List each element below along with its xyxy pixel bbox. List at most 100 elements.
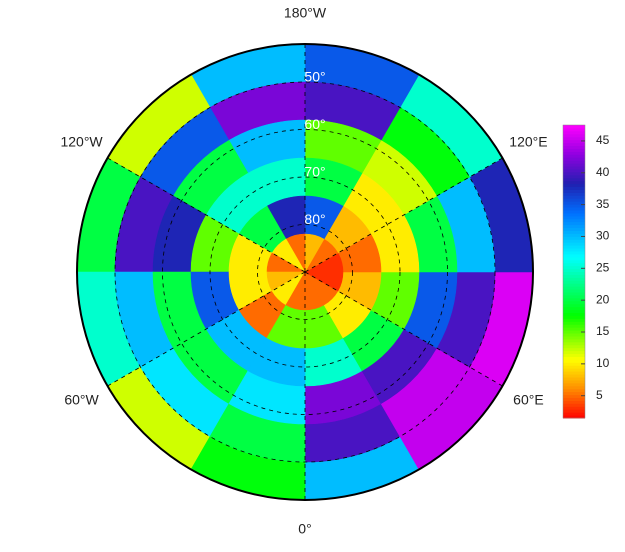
colorbar-step <box>563 365 585 369</box>
colorbar-step <box>563 148 585 152</box>
colorbar-step <box>563 297 585 302</box>
grid-cell <box>285 270 306 311</box>
colorbar-tick-label: 10 <box>596 356 610 370</box>
colorbar-step <box>563 350 585 355</box>
colorbar-step <box>563 371 585 375</box>
colorbar-tick-label: 30 <box>596 229 610 243</box>
colorbar-step <box>563 236 585 240</box>
colorbar-step <box>563 127 585 132</box>
latitude-circle <box>209 176 401 368</box>
colorbar-step <box>563 391 585 396</box>
longitude-label: 120°E <box>509 134 547 150</box>
colorbar-step <box>563 289 585 293</box>
colorbar-step <box>563 136 585 141</box>
meridian-line <box>107 157 306 273</box>
colorbar-step <box>563 262 585 267</box>
latitude-circle <box>114 81 496 463</box>
colorbar-step <box>563 198 585 202</box>
colorbar-step <box>563 374 585 378</box>
latitude-circle <box>162 129 448 415</box>
colorbar-step <box>563 382 585 387</box>
colorbar-step <box>563 145 585 149</box>
colorbar-step <box>563 312 585 316</box>
meridian-line <box>304 157 503 273</box>
latitude-label: 60° <box>304 116 325 132</box>
colorbar-step <box>563 253 585 258</box>
colorbar-step <box>563 385 585 390</box>
colorbar-step <box>563 362 585 366</box>
colorbar-frame <box>562 124 586 419</box>
colorbar-step <box>563 189 585 193</box>
colorbar-step <box>563 256 585 261</box>
colorbar-step <box>563 207 585 211</box>
colorbar-step <box>563 192 585 196</box>
colorbar-step <box>563 376 585 381</box>
colorbar-step <box>563 303 585 308</box>
longitude-label: 60°E <box>513 392 544 408</box>
colorbar-step <box>563 166 585 170</box>
colorbar-step <box>563 230 585 234</box>
colorbar-step <box>563 318 585 322</box>
colorbar-step <box>563 227 585 231</box>
map-border <box>76 43 534 501</box>
colorbar-step <box>563 315 585 319</box>
colorbar-step <box>563 218 585 223</box>
colorbar-step <box>563 212 585 217</box>
colorbar-step <box>563 321 585 325</box>
colorbar-step <box>563 292 585 296</box>
colorbar-tick-label: 20 <box>596 292 610 306</box>
meridian-line <box>304 271 503 387</box>
colorbar-step <box>563 186 585 190</box>
colorbar-step <box>563 333 585 337</box>
colorbar-step <box>563 160 585 164</box>
colorbar-step <box>563 204 585 208</box>
colorbar-tick-label: 45 <box>596 133 610 147</box>
colorbar-step <box>563 324 585 328</box>
colorbar-step <box>563 335 585 340</box>
colorbar-step <box>563 130 585 135</box>
colorbar-step <box>563 221 585 226</box>
colorbar-step <box>563 330 585 334</box>
colorbar-step <box>563 142 585 147</box>
colorbar-step <box>563 171 585 176</box>
colorbar-step <box>563 259 585 264</box>
colorbar-step <box>563 341 585 346</box>
colorbar-step <box>563 294 585 299</box>
colorbar-step <box>563 338 585 343</box>
colorbar-tick-label: 40 <box>596 165 610 179</box>
colorbar-tick-label: 35 <box>596 197 610 211</box>
longitude-label: 120°W <box>60 134 103 150</box>
longitude-label: 0° <box>298 521 311 537</box>
latitude-circle <box>257 224 353 320</box>
colorbar-step <box>563 280 585 284</box>
colorbar-step <box>563 347 585 352</box>
colorbar-step <box>563 306 585 311</box>
colorbar-step <box>563 248 585 252</box>
colorbar-step <box>563 300 585 305</box>
colorbar-step <box>563 277 585 281</box>
colorbar-step <box>563 274 585 278</box>
colorbar-step <box>563 353 585 357</box>
colorbar-step <box>563 174 585 179</box>
colorbar-step <box>563 397 585 401</box>
colorbar-step <box>563 388 585 393</box>
colorbar-step <box>563 151 585 155</box>
colorbar-step <box>563 209 585 214</box>
colorbar-step <box>563 356 585 360</box>
colorbar-step <box>563 183 585 188</box>
colorbar-step <box>563 271 585 275</box>
colorbar-step <box>563 286 585 290</box>
latitude-label: 80° <box>304 211 325 227</box>
colorbar-step <box>563 139 585 144</box>
colorbar-step <box>563 133 585 138</box>
colorbar-step <box>563 344 585 349</box>
colorbar-step <box>563 245 585 249</box>
colorbar-step <box>563 195 585 199</box>
colorbar-step <box>563 215 585 220</box>
colorbar-step <box>563 409 585 413</box>
colorbar-step <box>563 157 585 161</box>
colorbar-step <box>563 154 585 158</box>
colorbar-step <box>563 180 585 185</box>
colorbar-step <box>563 250 585 255</box>
